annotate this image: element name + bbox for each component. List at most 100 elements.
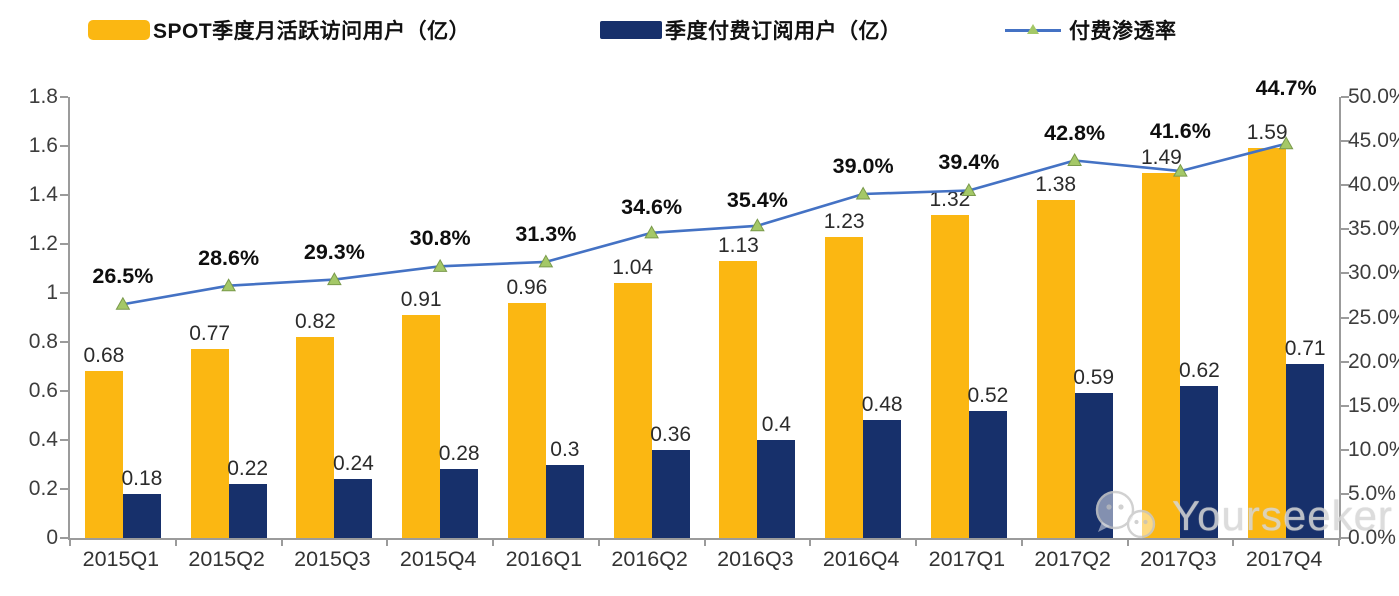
mau-bar xyxy=(1036,199,1075,538)
left-axis-tick xyxy=(60,439,68,441)
x-axis-label: 2015Q2 xyxy=(188,547,265,571)
rate-marker-icon xyxy=(750,218,765,232)
rate-marker-icon xyxy=(538,254,554,268)
mau-bar xyxy=(84,371,123,538)
rate-value-label: 28.6% xyxy=(198,245,260,270)
watermark-text: Yourseeker xyxy=(1172,492,1393,539)
rate-marker-icon xyxy=(221,278,236,292)
left-axis-tick xyxy=(60,292,68,294)
mau-value-label: 1.32 xyxy=(929,187,971,211)
x-axis-tick xyxy=(1126,540,1129,546)
rate-line-swatch-icon xyxy=(1005,23,1061,37)
mau-value-label: 0.82 xyxy=(294,310,336,334)
mau-bar xyxy=(296,337,335,538)
rate-marker-icon xyxy=(432,258,448,272)
mau-bar-swatch-icon xyxy=(88,20,150,40)
subs-value-label: 0.22 xyxy=(227,457,269,481)
right-axis-tick xyxy=(1341,404,1349,407)
left-axis-label: 0.8 xyxy=(28,330,58,353)
x-axis-tick xyxy=(386,540,389,546)
mau-bar xyxy=(1142,172,1181,538)
rate-marker-icon xyxy=(1173,163,1188,177)
x-axis-label: 2016Q4 xyxy=(822,547,900,571)
x-axis-tick xyxy=(915,540,917,546)
left-axis-tick xyxy=(60,96,68,98)
right-axis-label: 50.0% xyxy=(1348,85,1399,108)
rate-marker-icon xyxy=(1067,152,1082,167)
subs-value-label: 0.18 xyxy=(121,466,163,490)
mau-bar xyxy=(507,302,546,538)
rate-value-label: 41.6% xyxy=(1149,119,1211,144)
subs-bar xyxy=(440,469,479,538)
mau-value-label: 0.91 xyxy=(400,288,442,312)
subs-value-label: 0.4 xyxy=(761,413,791,436)
rate-marker-icon xyxy=(855,186,871,200)
subs-value-label: 0.3 xyxy=(550,437,580,461)
left-axis-label: 1.8 xyxy=(28,85,58,108)
rate-marker-icon xyxy=(327,272,342,286)
mau-value-label: 0.96 xyxy=(506,275,548,299)
rate-value-label: 29.3% xyxy=(303,239,365,264)
mau-value-label: 1.23 xyxy=(823,209,865,233)
subs-bar xyxy=(122,493,161,538)
right-axis-label: 40.0% xyxy=(1348,173,1399,197)
rate-value-label: 30.8% xyxy=(409,226,471,251)
subs-value-label: 0.62 xyxy=(1178,359,1220,383)
mau-value-label: 1.59 xyxy=(1246,121,1288,145)
mau-bar xyxy=(1248,148,1287,538)
mau-value-label: 1.13 xyxy=(717,234,759,258)
left-axis-label: 1.6 xyxy=(28,134,58,157)
right-axis-label: 45.0% xyxy=(1348,129,1399,153)
left-axis-tick xyxy=(60,390,68,392)
right-axis-label: 20.0% xyxy=(1348,349,1399,373)
subs-bar xyxy=(545,464,584,538)
mau-bar xyxy=(190,349,229,538)
subs-bar xyxy=(651,449,690,538)
subs-bar xyxy=(757,440,796,538)
subs-bar xyxy=(1074,393,1113,538)
subs-bar xyxy=(1180,386,1219,538)
left-axis-tick xyxy=(60,341,68,343)
x-axis-label: 2017Q2 xyxy=(1034,547,1111,571)
right-axis-tick xyxy=(1341,272,1349,275)
subs-bar xyxy=(334,479,373,538)
legend-item-mau: SPOT季度月活跃访问用户（亿） xyxy=(88,16,470,44)
right-axis-tick xyxy=(1341,96,1349,98)
x-axis-label: 2016Q2 xyxy=(611,547,688,571)
x-axis-label: 2015Q1 xyxy=(82,547,160,571)
x-axis-tick xyxy=(1020,540,1023,546)
subs-bar xyxy=(968,410,1007,538)
x-axis-label: 2015Q3 xyxy=(294,547,371,571)
mau-value-label: 0.77 xyxy=(189,322,231,346)
subs-value-label: 0.28 xyxy=(438,442,480,466)
right-axis-tick xyxy=(1341,316,1349,319)
right-axis-tick xyxy=(1341,184,1349,187)
rate-marker-icon xyxy=(644,225,659,239)
subs-bar xyxy=(1286,364,1325,538)
subs-value-label: 0.71 xyxy=(1284,337,1326,361)
wechat-icon xyxy=(1095,490,1156,539)
x-axis-label: 2017Q3 xyxy=(1140,547,1217,571)
subs-value-label: 0.48 xyxy=(861,393,903,417)
x-axis-label: 2016Q1 xyxy=(505,547,583,571)
rate-marker-icon xyxy=(1278,136,1294,150)
x-axis-tick xyxy=(703,540,706,546)
left-axis-label: 0.2 xyxy=(28,477,58,500)
left-axis-label: 0.6 xyxy=(28,379,58,402)
mau-bar xyxy=(719,261,758,538)
legend-item-rate: 付费渗透率 xyxy=(1005,16,1177,44)
right-axis-label: 15.0% xyxy=(1348,393,1399,417)
legend-label-mau: SPOT季度月活跃访问用户（亿） xyxy=(153,20,471,43)
rate-value-label: 42.8% xyxy=(1044,120,1106,145)
x-axis-tick xyxy=(597,540,600,546)
left-axis-label: 1.2 xyxy=(28,232,58,255)
x-axis-tick xyxy=(69,540,71,546)
x-axis-tick xyxy=(1338,540,1340,546)
right-axis-tick xyxy=(1341,228,1349,231)
rate-marker-icon xyxy=(115,296,131,310)
right-axis-tick xyxy=(1341,492,1349,495)
subs-bar xyxy=(863,420,902,538)
subs-value-label: 0.59 xyxy=(1073,366,1115,390)
left-axis-tick xyxy=(60,488,68,490)
left-axis-tick xyxy=(60,243,68,245)
